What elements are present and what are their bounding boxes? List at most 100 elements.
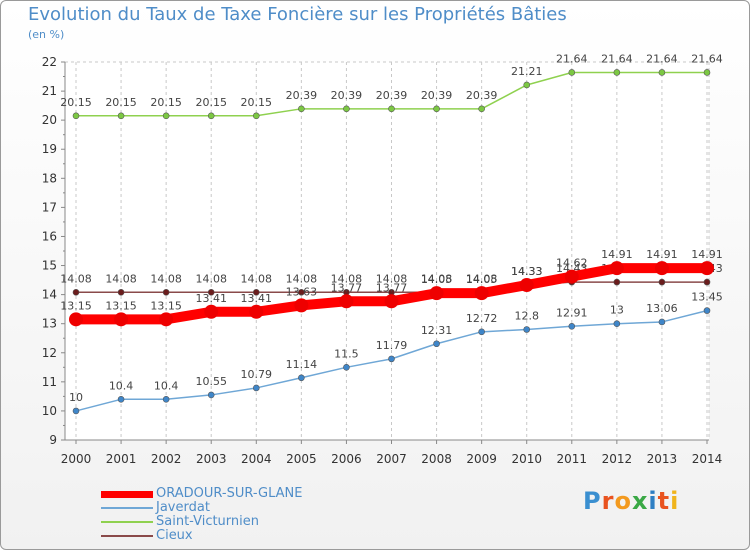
data-label-javerdat: 12.8 bbox=[514, 310, 539, 323]
data-label-oradour-sur-glane: 13.41 bbox=[241, 292, 273, 305]
data-point-javerdat bbox=[523, 326, 531, 333]
data-point-oradour-sur-glane bbox=[339, 294, 354, 309]
data-point-oradour-sur-glane bbox=[384, 294, 399, 309]
y-tick-label: 16 bbox=[42, 229, 57, 243]
data-point-oradour-sur-glane bbox=[294, 298, 309, 313]
data-label-javerdat: 10.79 bbox=[241, 368, 273, 381]
data-label-cieux: 14.08 bbox=[331, 272, 363, 285]
data-label-saint-victurnien: 20.39 bbox=[466, 89, 498, 102]
proxiti-logo: Proxiti bbox=[583, 487, 679, 515]
data-label-oradour-sur-glane: 13.63 bbox=[286, 285, 318, 298]
x-tick-label: 2001 bbox=[106, 452, 137, 466]
x-tick-label: 2002 bbox=[151, 452, 182, 466]
data-label-saint-victurnien: 20.39 bbox=[286, 89, 318, 102]
data-point-javerdat bbox=[298, 374, 305, 382]
data-label-javerdat: 11.14 bbox=[286, 358, 318, 371]
data-label-javerdat: 12.91 bbox=[556, 306, 588, 319]
data-label-oradour-sur-glane: 14.05 bbox=[466, 273, 498, 286]
data-point-cieux bbox=[162, 288, 170, 296]
y-tick-label: 20 bbox=[42, 113, 57, 127]
data-point-saint-victurnien bbox=[117, 112, 125, 120]
data-label-oradour-sur-glane: 14.62 bbox=[556, 257, 588, 270]
x-tick-label: 2014 bbox=[692, 452, 723, 466]
x-tick-label: 2007 bbox=[376, 452, 407, 466]
data-point-oradour-sur-glane bbox=[519, 278, 534, 293]
y-tick-label: 11 bbox=[42, 375, 57, 389]
data-label-cieux: 14.08 bbox=[466, 272, 498, 285]
data-point-javerdat bbox=[252, 384, 260, 392]
y-tick-label: 19 bbox=[42, 142, 57, 156]
data-label-saint-victurnien: 20.15 bbox=[105, 96, 137, 109]
data-label-saint-victurnien: 20.15 bbox=[241, 96, 273, 109]
x-tick-label: 2006 bbox=[331, 452, 362, 466]
data-point-javerdat bbox=[162, 395, 170, 403]
y-tick-label: 10 bbox=[42, 404, 57, 418]
data-label-javerdat: 12.31 bbox=[421, 324, 453, 337]
data-point-oradour-sur-glane bbox=[564, 269, 579, 284]
legend-label-javerdat: Javerdat bbox=[156, 500, 210, 515]
data-point-cieux bbox=[658, 278, 666, 286]
data-point-saint-victurnien bbox=[298, 105, 305, 113]
y-tick-label: 12 bbox=[42, 346, 57, 360]
logo-letter: P bbox=[583, 487, 602, 515]
data-label-javerdat: 10 bbox=[69, 391, 83, 404]
x-tick-label: 2010 bbox=[511, 452, 542, 466]
data-point-saint-victurnien bbox=[252, 112, 260, 120]
data-point-saint-victurnien bbox=[343, 105, 350, 113]
data-label-oradour-sur-glane: 14.05 bbox=[421, 273, 453, 286]
data-point-javerdat bbox=[478, 328, 485, 336]
data-point-saint-victurnien bbox=[613, 69, 621, 76]
data-label-saint-victurnien: 21.21 bbox=[511, 65, 543, 78]
data-point-javerdat bbox=[613, 320, 621, 327]
data-point-saint-victurnien bbox=[703, 69, 711, 76]
data-label-oradour-sur-glane: 14.91 bbox=[646, 248, 678, 261]
data-point-oradour-sur-glane bbox=[429, 286, 444, 301]
logo-letter: x bbox=[631, 487, 649, 515]
legend-label-cieux: Cieux bbox=[156, 528, 193, 543]
data-label-saint-victurnien: 20.15 bbox=[195, 96, 227, 109]
data-label-cieux: 14.08 bbox=[150, 272, 182, 285]
data-point-javerdat bbox=[72, 407, 80, 415]
data-label-cieux: 14.08 bbox=[105, 272, 137, 285]
data-label-saint-victurnien: 21.64 bbox=[556, 52, 588, 65]
legend-swatch-saint-victurnien bbox=[101, 521, 153, 523]
logo-letter: i bbox=[670, 487, 680, 515]
legend-swatch-cieux bbox=[101, 535, 153, 537]
data-point-javerdat bbox=[433, 340, 440, 348]
legend-label-oradour: ORADOUR-SUR-GLANE bbox=[156, 486, 303, 501]
data-point-oradour-sur-glane bbox=[609, 261, 624, 276]
y-tick-label: 13 bbox=[42, 317, 57, 331]
data-point-cieux bbox=[703, 278, 711, 286]
data-point-cieux bbox=[117, 288, 125, 296]
legend-swatch-oradour bbox=[101, 491, 153, 498]
data-point-cieux bbox=[613, 278, 621, 286]
y-tick-label: 17 bbox=[42, 200, 57, 214]
plot-area bbox=[65, 62, 709, 440]
data-label-oradour-sur-glane: 14.33 bbox=[511, 265, 543, 278]
data-point-cieux bbox=[252, 288, 260, 296]
data-label-javerdat: 13 bbox=[610, 304, 624, 317]
data-label-cieux: 14.08 bbox=[286, 272, 318, 285]
data-label-oradour-sur-glane: 13.77 bbox=[376, 281, 408, 294]
data-label-cieux: 14.08 bbox=[241, 272, 273, 285]
data-point-oradour-sur-glane bbox=[114, 312, 129, 327]
y-tick-label: 15 bbox=[42, 259, 57, 273]
data-label-javerdat: 13.45 bbox=[691, 291, 723, 304]
data-label-javerdat: 12.72 bbox=[466, 312, 498, 325]
data-label-saint-victurnien: 20.39 bbox=[331, 89, 363, 102]
data-point-saint-victurnien bbox=[162, 112, 170, 120]
legend-swatch-javerdat bbox=[101, 507, 153, 509]
logo-letter: r bbox=[601, 487, 615, 515]
data-point-javerdat bbox=[343, 364, 350, 371]
data-point-oradour-sur-glane bbox=[474, 286, 489, 301]
chart-title: Evolution du Taux de Taxe Foncière sur l… bbox=[28, 4, 567, 25]
data-label-cieux: 14.08 bbox=[195, 272, 227, 285]
y-tick-label: 18 bbox=[42, 171, 57, 185]
data-label-saint-victurnien: 20.39 bbox=[421, 89, 453, 102]
data-label-oradour-sur-glane: 14.91 bbox=[601, 248, 633, 261]
data-point-saint-victurnien bbox=[433, 105, 440, 113]
data-label-javerdat: 10.4 bbox=[154, 379, 179, 392]
data-point-javerdat bbox=[207, 391, 215, 399]
data-point-javerdat bbox=[658, 318, 666, 326]
data-label-saint-victurnien: 20.39 bbox=[376, 89, 408, 102]
